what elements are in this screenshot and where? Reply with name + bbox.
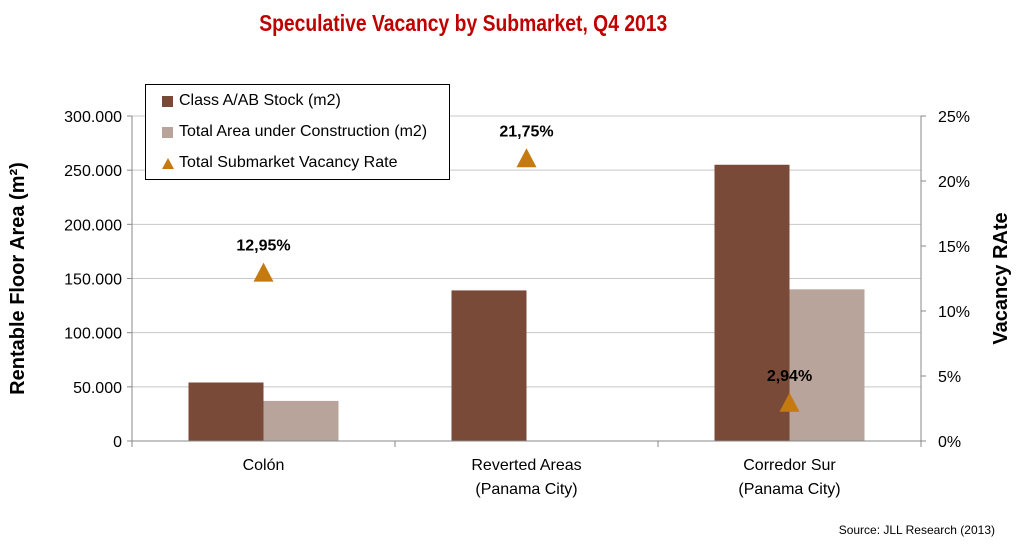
x-category-label: (Panama City) [738,481,840,498]
y2-tick-label: 20% [938,174,970,191]
legend-label-vacancy-rate: Total Submarket Vacancy Rate [179,154,398,171]
legend-item-class-stock: Class A/AB Stock (m2) [162,91,341,111]
y2-tick-label: 25% [938,109,970,126]
legend-item-vacancy-rate: Total Submarket Vacancy Rate [162,153,397,173]
bars [188,164,865,441]
vacancy-marker [253,262,274,282]
legend-label-under-construction: Total Area under Construction (m2) [179,123,428,140]
bar-under-construction [789,289,865,441]
y2-tick-label: 10% [938,304,970,321]
y-tick-label: 150.000 [64,272,122,289]
bar-under-construction [263,400,339,441]
y-tick-label: 200.000 [64,217,122,234]
y-tick-label: 0 [113,434,122,451]
axis-labels: 0 50.000 100.000 150.000 200.000 250.000 300.0… [7,109,1012,498]
vacancy-markers: 12,95% 21,75% 2,94% [236,123,812,412]
x-category-label: Colón [243,457,285,474]
legend-triangle-icon [162,157,174,169]
y-tick-label: 50.000 [73,380,122,397]
y2-tick-label: 15% [938,239,970,256]
legend: Class A/AB Stock (m2) Total Area under C… [145,84,450,180]
vacancy-marker [516,148,537,168]
legend-swatch-under-construction [162,126,173,138]
vacancy-marker [779,392,800,412]
axes [127,115,926,447]
y-tick-label: 300.000 [64,109,122,126]
vacancy-data-label: 21,75% [499,123,553,140]
bar-class-stock [714,164,790,441]
source-note: Source: JLL Research (2013) [838,523,995,537]
legend-item-under-construction: Total Area under Construction (m2) [162,122,427,142]
y2-tick-label: 5% [938,369,961,386]
bar-class-stock [451,290,527,441]
legend-swatch-class-stock [162,95,173,107]
y2-tick-label: 0% [938,434,961,451]
vacancy-data-label: 12,95% [236,238,290,255]
x-category-label: (Panama City) [475,481,577,498]
x-category-label: Reverted Areas [471,457,581,474]
y-axis-title: Rentable Floor Area (m²) [7,162,29,395]
vacancy-data-label: 2,94% [767,368,812,385]
y-tick-label: 250.000 [64,163,122,180]
y-tick-label: 100.000 [64,326,122,343]
chart-title: Speculative Vacancy by Submarket, Q4 201… [259,10,668,36]
bar-class-stock [188,382,264,441]
legend-label-class-stock: Class A/AB Stock (m2) [179,92,341,109]
x-category-label: Corredor Sur [743,457,836,474]
y2-axis-title: Vacancy RAte [990,212,1012,344]
